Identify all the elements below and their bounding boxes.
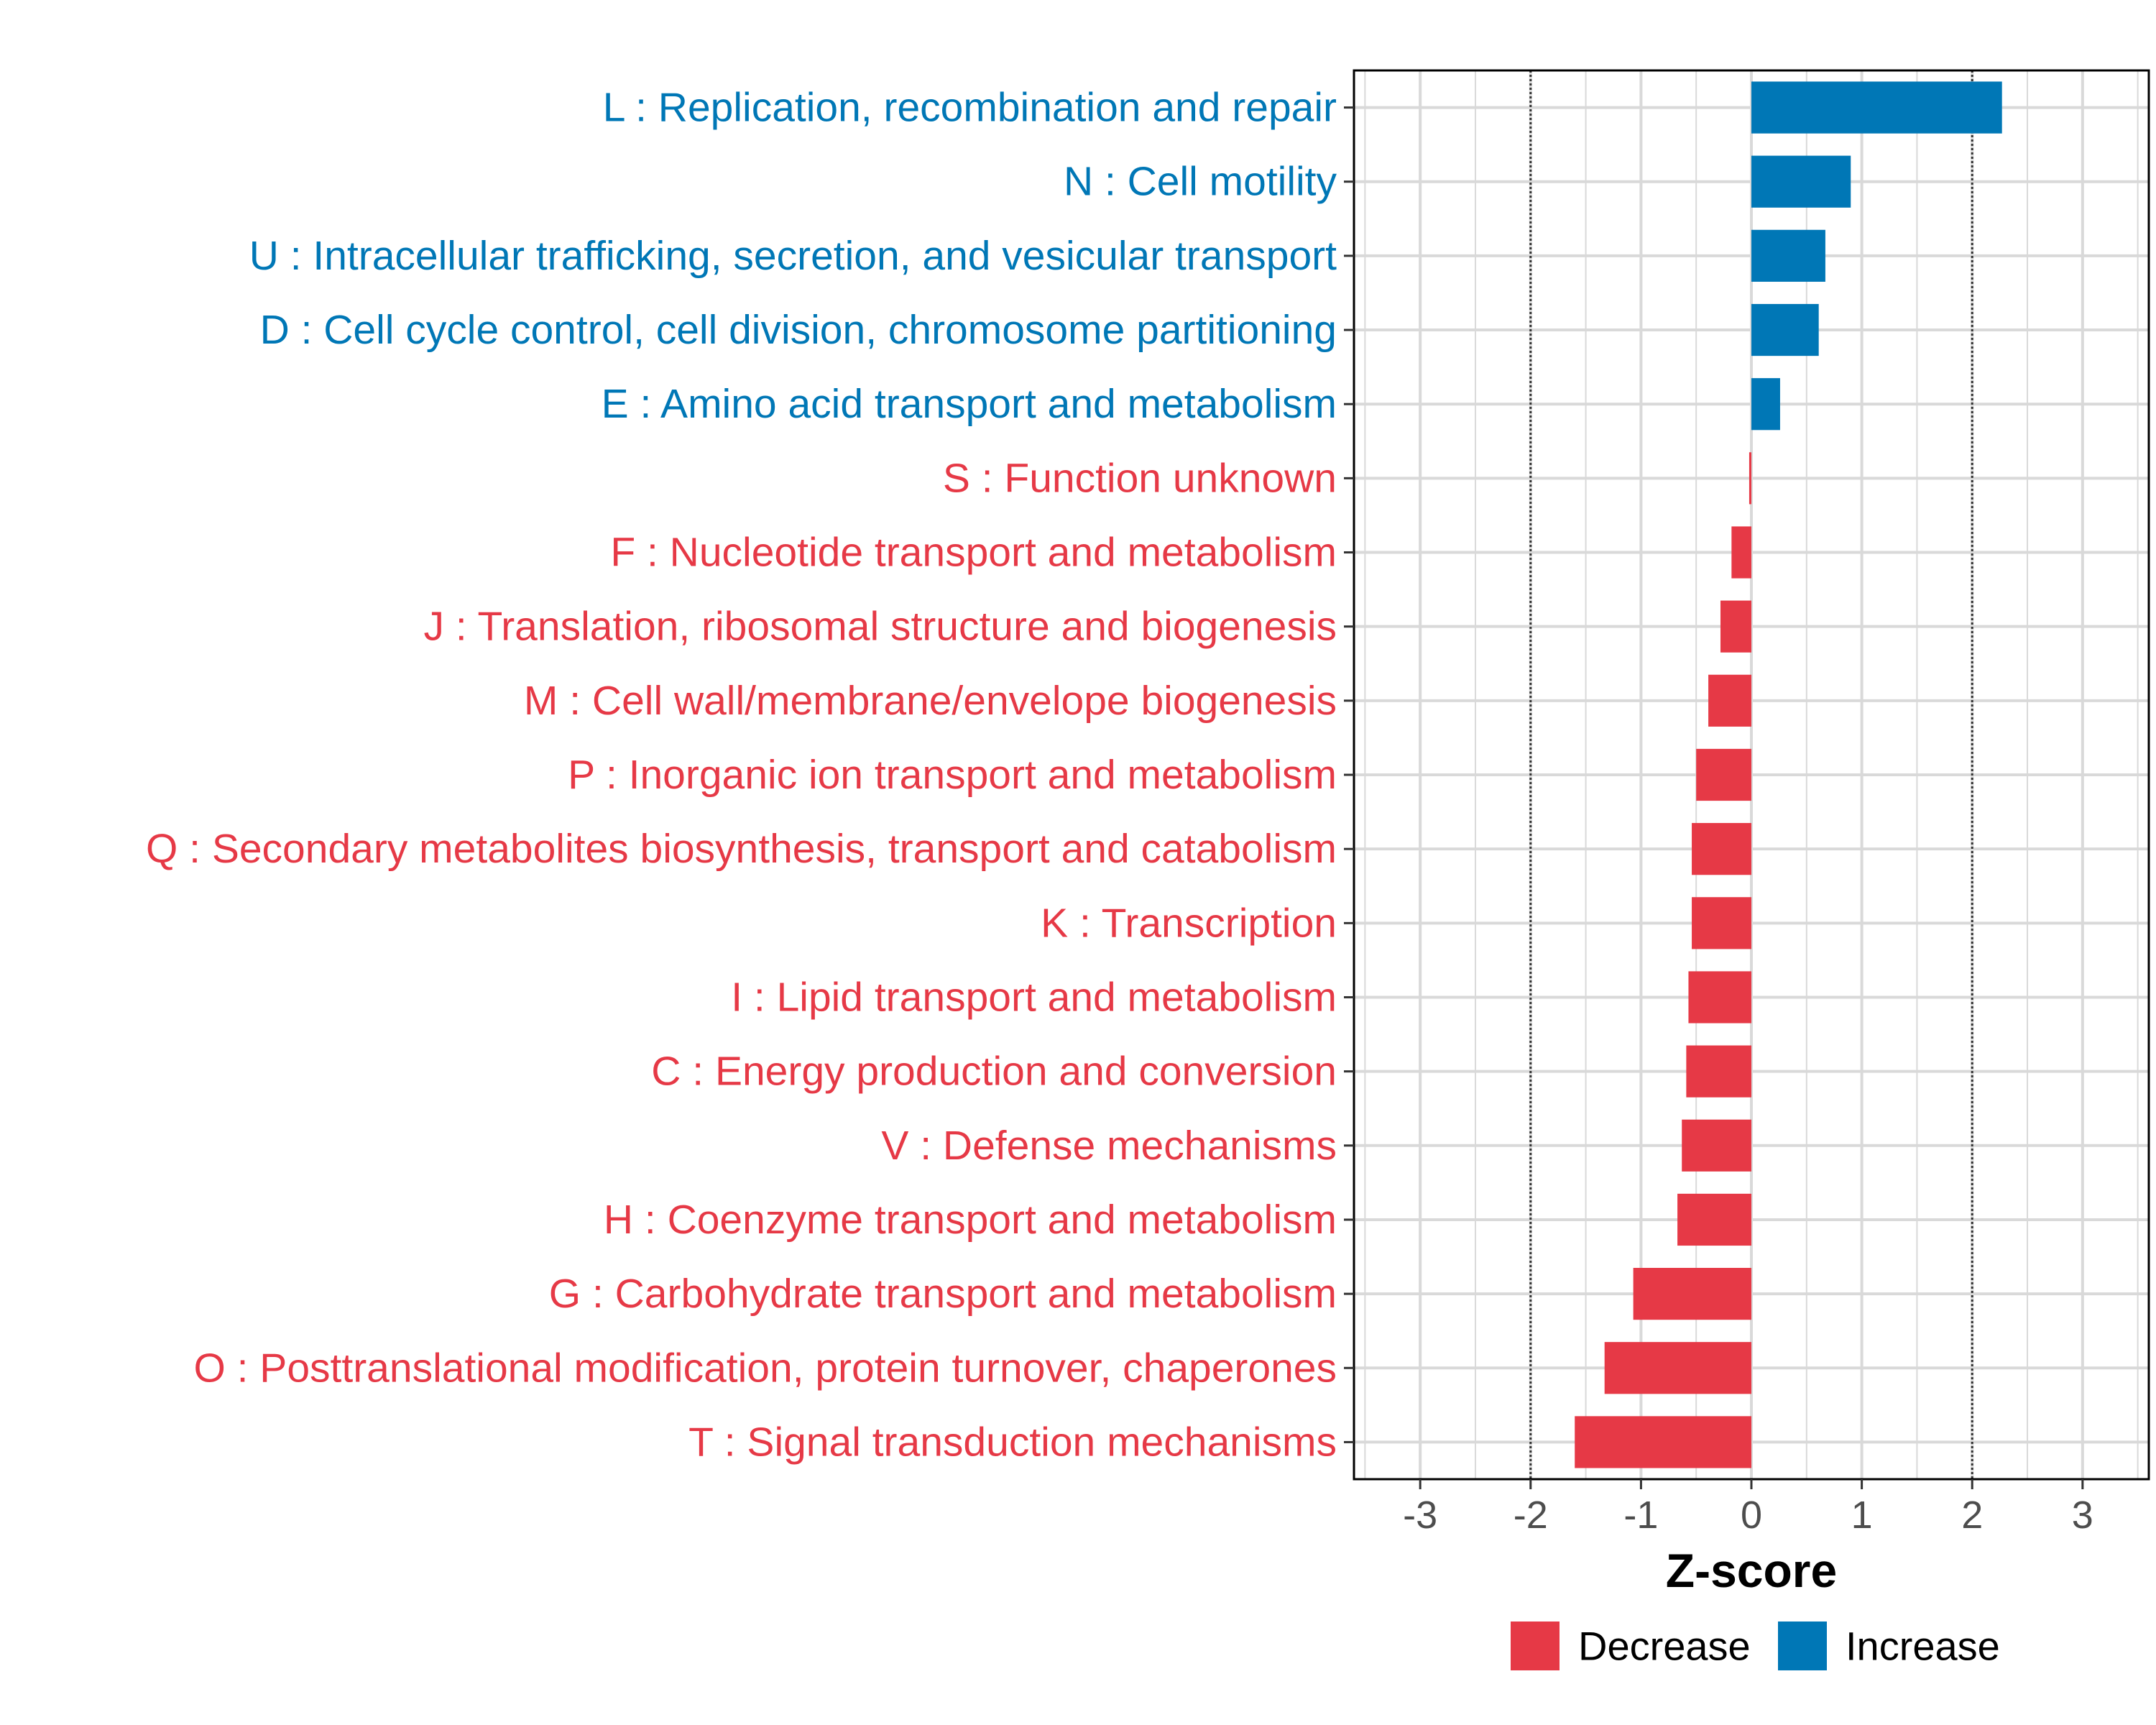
bar-s: [1749, 452, 1751, 505]
x-tick-label: -1: [1623, 1494, 1658, 1537]
y-axis-ticks: [1344, 106, 1354, 1443]
category-label: L : Replication, recombination and repai…: [603, 85, 1337, 131]
legend: Decrease Increase: [1511, 1622, 2000, 1670]
bar-i: [1688, 971, 1751, 1024]
bar-m: [1708, 674, 1751, 727]
legend-swatch-decrease: [1511, 1622, 1560, 1670]
category-label: E : Amino acid transport and metabolism: [602, 381, 1337, 427]
bar-n: [1751, 155, 1851, 208]
legend-label-decrease: Decrease: [1578, 1624, 1751, 1669]
bar-d: [1751, 303, 1819, 356]
bars: [1575, 81, 2002, 1468]
category-label: M : Cell wall/membrane/envelope biogenes…: [524, 678, 1337, 724]
category-label: V : Defense mechanisms: [881, 1123, 1337, 1169]
x-tick-label: -3: [1403, 1494, 1437, 1537]
bar-t: [1575, 1416, 1751, 1468]
bar-c: [1686, 1045, 1751, 1098]
legend-swatch-increase: [1778, 1622, 1827, 1670]
bar-f: [1731, 526, 1751, 579]
category-label: T : Signal transduction mechanisms: [688, 1419, 1337, 1465]
x-tick-label: 3: [2072, 1494, 2093, 1537]
category-label: C : Energy production and conversion: [651, 1049, 1337, 1095]
category-label: F : Nucleotide transport and metabolism: [610, 530, 1337, 576]
bar-u: [1751, 229, 1825, 282]
category-label: K : Transcription: [1041, 900, 1337, 946]
bar-q: [1692, 823, 1751, 875]
category-label: P : Inorganic ion transport and metaboli…: [568, 752, 1337, 798]
x-axis-title: Z-score: [1666, 1544, 1837, 1597]
category-label: O : Posttranslational modification, prot…: [193, 1345, 1337, 1391]
category-label: S : Function unknown: [943, 455, 1337, 501]
category-label: H : Coenzyme transport and metabolism: [604, 1197, 1337, 1243]
category-label: N : Cell motility: [1064, 159, 1337, 205]
bar-e: [1751, 378, 1780, 431]
x-tick-label: 2: [1961, 1494, 1983, 1537]
x-tick-label: -2: [1514, 1494, 1548, 1537]
x-tick-label: 0: [1741, 1494, 1762, 1537]
category-label: G : Carbohydrate transport and metabolis…: [549, 1271, 1337, 1317]
category-labels: L : Replication, recombination and repai…: [146, 85, 1337, 1466]
x-tick-label: 1: [1851, 1494, 1873, 1537]
category-label: Q : Secondary metabolites biosynthesis, …: [146, 826, 1337, 872]
legend-label-increase: Increase: [1846, 1624, 2000, 1669]
category-label: U : Intracellular trafficking, secretion…: [249, 233, 1337, 279]
bar-l: [1751, 81, 2002, 134]
bar-v: [1682, 1119, 1751, 1172]
bar-p: [1696, 748, 1751, 801]
bar-k: [1692, 897, 1751, 949]
reference-lines: [1529, 70, 1973, 1479]
category-label: D : Cell cycle control, cell division, c…: [260, 307, 1337, 353]
x-axis-ticks: -3 -2 -1 0 1 2 3: [1403, 1479, 2093, 1537]
bar-j: [1720, 600, 1751, 653]
bar-o: [1604, 1342, 1751, 1394]
bar-g: [1633, 1268, 1751, 1320]
bar-h: [1677, 1193, 1751, 1246]
category-label: I : Lipid transport and metabolism: [731, 974, 1337, 1020]
category-label: J : Translation, ribosomal structure and…: [424, 604, 1337, 650]
